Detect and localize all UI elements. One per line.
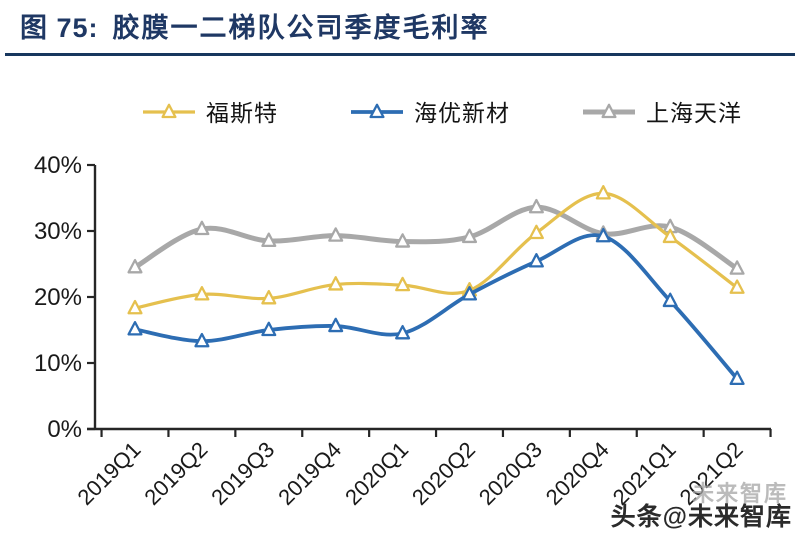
- data-point-marker-series-2: [127, 258, 143, 274]
- data-point-marker-series-1: [127, 320, 143, 336]
- title-underline: [5, 53, 795, 56]
- data-point-marker-series-1: [261, 321, 277, 337]
- x-axis-tick-label: 2020Q2: [407, 437, 480, 510]
- series-line-2: [132, 204, 740, 272]
- y-axis-tick-label: 20%: [34, 284, 82, 311]
- series-line-0: [133, 191, 739, 310]
- data-point-marker-series-2: [328, 227, 344, 242]
- x-axis-tick-label: 2019Q1: [72, 437, 145, 510]
- x-axis-tick-label: 2020Q1: [340, 437, 413, 510]
- data-point-marker-series-0: [729, 279, 745, 294]
- x-axis-tick-label: 2019Q3: [206, 437, 279, 510]
- series-line-1: [133, 233, 739, 381]
- data-point-marker-series-2: [194, 220, 210, 236]
- data-point-marker-series-2: [395, 233, 411, 248]
- watermark-ghost: 未来智库: [691, 481, 788, 506]
- data-point-marker-series-0: [662, 228, 678, 244]
- x-axis-tick-label: 2020Q4: [541, 437, 614, 510]
- line-chart: 40%30%20%10%0%2019Q12019Q22019Q32019Q420…: [34, 152, 772, 510]
- data-point-marker-series-1: [328, 317, 344, 333]
- data-point-marker-series-1: [194, 332, 210, 348]
- legend-label-1: 海优新材: [414, 100, 510, 126]
- legend-label-0: 福斯特: [206, 100, 278, 126]
- data-point-marker-series-2: [261, 232, 277, 248]
- legend-item-1: 海优新材: [350, 94, 510, 128]
- data-point-marker-series-0: [127, 299, 143, 315]
- data-point-marker-series-1: [528, 253, 544, 268]
- data-point-marker-series-0: [595, 185, 611, 200]
- data-point-marker-series-0: [528, 224, 544, 240]
- legend-label-2: 上海天洋: [646, 100, 742, 126]
- data-point-marker-series-2: [528, 198, 544, 214]
- data-point-marker-series-1: [461, 286, 478, 301]
- y-axis-tick-label: 30%: [34, 218, 82, 245]
- x-axis-tick-label: 2019Q4: [273, 437, 346, 510]
- data-point-marker-series-1: [729, 370, 745, 385]
- data-point-marker-series-1: [395, 324, 411, 340]
- x-axis-tick-label: 2020Q3: [474, 437, 547, 510]
- y-axis-tick-label: 0%: [47, 416, 82, 443]
- figure-number: 图 75:: [20, 13, 99, 43]
- legend-item-2: 上海天洋: [582, 94, 742, 128]
- data-point-marker-series-0: [395, 276, 411, 292]
- legend-item-0: 福斯特: [142, 94, 278, 128]
- data-point-marker-series-0: [261, 289, 277, 305]
- data-point-marker-series-1: [662, 292, 678, 308]
- legend-line-marker-icon: [583, 103, 635, 119]
- data-point-marker-series-1: [595, 227, 611, 243]
- data-point-marker-series-2: [461, 228, 478, 244]
- data-point-marker-series-0: [194, 286, 210, 301]
- watermark: 头条@未来智库: [610, 503, 792, 531]
- figure-title: 胶膜一二梯队公司季度毛利率: [112, 13, 490, 43]
- legend-line-marker-icon: [143, 103, 195, 119]
- y-axis-tick-label: 10%: [34, 350, 82, 377]
- data-point-marker-series-0: [328, 276, 344, 291]
- legend-line-marker-icon: [351, 103, 403, 119]
- x-axis-tick-label: 2019Q2: [139, 437, 212, 510]
- chart-legend: 福斯特 海优新材 上海天洋: [142, 94, 780, 128]
- y-axis-tick-label: 40%: [34, 152, 82, 179]
- data-point-marker-series-2: [729, 260, 745, 275]
- figure-header: 图 75: 胶膜一二梯队公司季度毛利率: [20, 6, 490, 45]
